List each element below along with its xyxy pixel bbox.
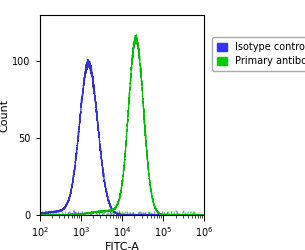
Legend: Isotype control, Primary antibody: Isotype control, Primary antibody xyxy=(212,37,305,71)
Y-axis label: Count: Count xyxy=(0,98,9,132)
X-axis label: FITC-A: FITC-A xyxy=(105,242,139,250)
